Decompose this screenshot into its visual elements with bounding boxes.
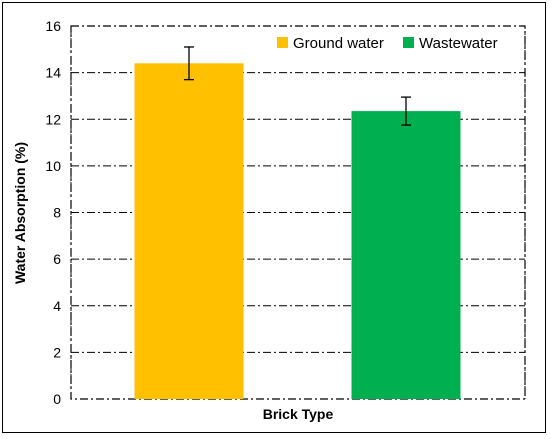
y-tick-label: 16 bbox=[45, 18, 61, 34]
y-tick-label: 12 bbox=[45, 111, 61, 127]
legend: Ground water Wastewater bbox=[277, 35, 498, 52]
y-tick-label: 6 bbox=[53, 251, 61, 267]
bar bbox=[351, 111, 461, 399]
x-axis-label: Brick Type bbox=[263, 406, 334, 422]
y-tick-label: 4 bbox=[53, 298, 61, 314]
legend-label: Ground water bbox=[293, 35, 384, 52]
y-tick-label: 2 bbox=[53, 344, 61, 360]
y-tick-label: 0 bbox=[53, 391, 61, 407]
y-tick-label: 8 bbox=[53, 205, 61, 221]
bars-layer bbox=[134, 46, 461, 400]
axis-layer: 0 2 4 6 8 10 12 14 16 bbox=[45, 18, 61, 407]
legend-label: Wastewater bbox=[419, 35, 498, 52]
bar bbox=[134, 63, 244, 400]
legend-swatch bbox=[403, 37, 414, 48]
legend-swatch bbox=[277, 37, 288, 48]
y-tick-label: 10 bbox=[45, 158, 61, 174]
chart-svg: 0 2 4 6 8 10 12 14 16 Ground water Wastewater Wat… bbox=[12, 18, 526, 422]
chart-frame: 0 2 4 6 8 10 12 14 16 Ground water Wastewater Wat… bbox=[2, 2, 546, 433]
y-tick-label: 14 bbox=[45, 65, 61, 81]
y-axis-label: Water Absorption (%) bbox=[12, 142, 28, 284]
